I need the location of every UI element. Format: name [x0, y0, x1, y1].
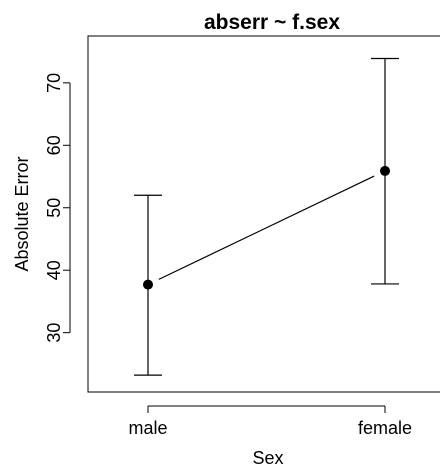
y-axis: 30 40 50 60 70	[44, 73, 71, 343]
x-tick-label: male	[128, 418, 167, 438]
y-tick-label: 60	[44, 135, 64, 155]
y-tick-label: 30	[44, 323, 64, 343]
x-axis: male female	[128, 405, 412, 438]
y-tick-label: 40	[44, 260, 64, 280]
x-axis-label: Sex	[252, 448, 283, 468]
data-marks	[134, 57, 399, 376]
y-axis-label: Absolute Error	[12, 156, 32, 271]
mean-connector-line	[158, 175, 375, 280]
mean-point	[380, 165, 390, 176]
plot-frame	[87, 35, 440, 393]
mean-point	[143, 279, 153, 290]
chart-title: abserr ~ f.sex	[204, 11, 340, 34]
y-tick-label: 50	[44, 198, 64, 218]
x-tick-label: female	[358, 418, 412, 438]
y-tick-label: 70	[44, 73, 64, 93]
